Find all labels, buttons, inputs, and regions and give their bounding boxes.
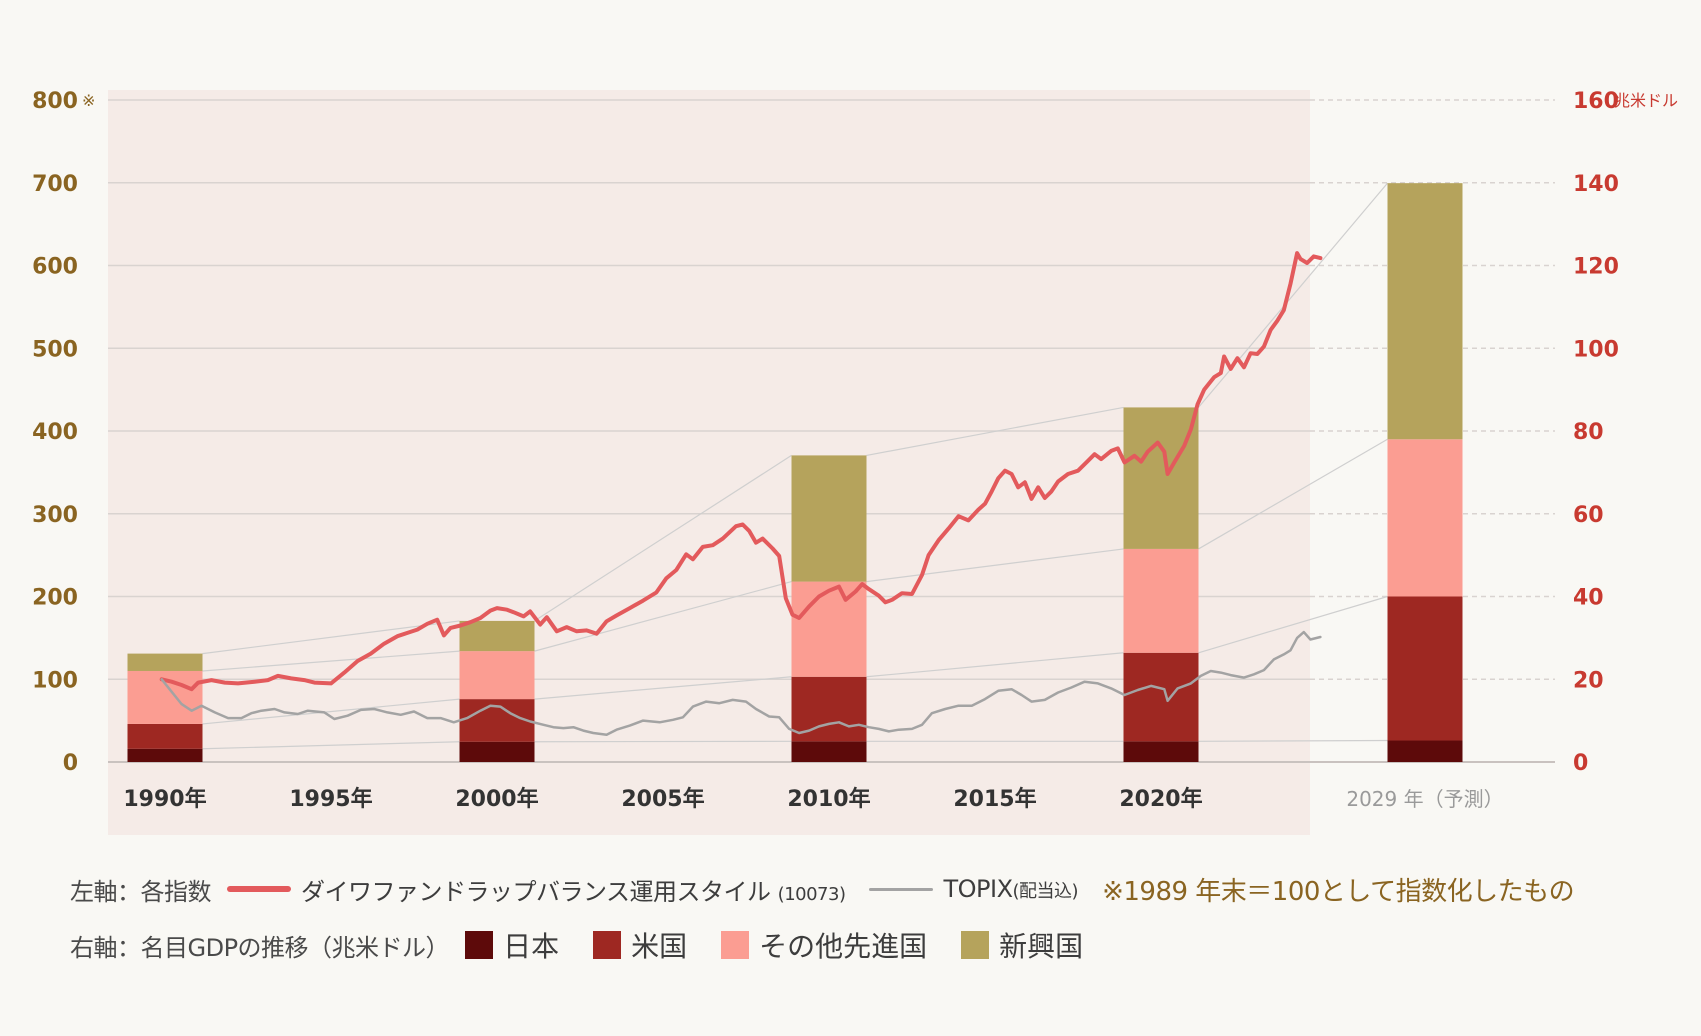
- gdp-bar-2029-新興国: [1387, 183, 1463, 440]
- left-axis-tick-label: 200: [32, 586, 78, 611]
- bar-connector-lines: [202, 182, 1388, 750]
- gdp-bar-2000-日本: [459, 741, 535, 762]
- connector-line: [1198, 595, 1388, 654]
- x-axis-tick-label: 2015年: [953, 786, 1036, 812]
- gdp-bar-1990-新興国: [127, 653, 203, 671]
- legend-us-label: 米国: [631, 930, 688, 963]
- gdp-bar-2029-米国: [1387, 596, 1463, 741]
- left-axis-tick-label: 400: [32, 420, 78, 445]
- gdp-bar-2020-米国: [1123, 652, 1199, 742]
- x-axis-tick-label: 2020年: [1119, 786, 1202, 812]
- right-axis-tick-label: 80: [1573, 420, 1604, 445]
- legend-row-right-axis: 右軸：名目GDPの推移（兆米ドル） 日本 米国 その他先進国 新興国: [70, 925, 1117, 965]
- legend-row-left-axis: 左軸：各指数 ダイワファンドラップバランス運用スタイル (10073) TOPI…: [70, 869, 1575, 909]
- connector-line: [866, 652, 1124, 678]
- right-axis-tick-label: 140: [1573, 172, 1619, 197]
- right-axis-tick-label: 100: [1573, 337, 1619, 362]
- gdp-bar-2029-日本: [1387, 740, 1463, 762]
- connector-line: [1198, 739, 1388, 742]
- connector-line: [202, 698, 460, 725]
- legend-daiwa-line-swatch: [227, 886, 291, 892]
- gdp-and-index-chart: 0 100 200 300 400 500 600 700 800 ※ 0 20 40 60 80 100 12…: [32, 89, 1678, 835]
- right-axis-tick-label: 40: [1573, 586, 1604, 611]
- left-axis-tick-label: 300: [32, 503, 78, 528]
- daiwa-fundwrap-line: [159, 251, 1323, 692]
- gdp-bar-2020-新興国: [1123, 407, 1199, 549]
- connector-line: [866, 406, 1124, 457]
- connector-line: [202, 741, 460, 750]
- legend-daiwa-code: (10073): [777, 883, 846, 905]
- right-axis-tick-label: 0: [1573, 751, 1588, 776]
- left-axis-note-mark: ※: [82, 91, 95, 110]
- x-axis-tick-label: 1995年: [289, 786, 372, 812]
- left-axis-tick-label: 600: [32, 255, 78, 280]
- left-axis-tick-label: 0: [63, 751, 78, 776]
- gdp-bar-2010-新興国: [791, 455, 867, 582]
- connector-line: [202, 650, 460, 672]
- x-axis-tick-label: 2005年: [621, 786, 704, 812]
- connector-line: [534, 581, 792, 652]
- x-axis-tick-label: 2010年: [787, 786, 870, 812]
- gdp-bar-2029-その他先進国: [1387, 439, 1463, 597]
- connector-line: [534, 454, 792, 622]
- x-axis-forecast-label: 2029 年（予測）: [1346, 787, 1503, 811]
- connector-line: [534, 676, 792, 700]
- right-axis-unit: 兆米ドル: [1614, 91, 1678, 110]
- connector-line: [866, 548, 1124, 583]
- gdp-bar-2020-日本: [1123, 741, 1199, 762]
- legend-emerging-label: 新興国: [999, 930, 1084, 963]
- gdp-bar-2010-その他先進国: [791, 581, 867, 677]
- left-axis-tick-label: 700: [32, 172, 78, 197]
- gdp-bar-2000-その他先進国: [459, 651, 535, 700]
- gdp-bar-2010-日本: [791, 741, 867, 762]
- x-axis-tick-label: 1990年: [123, 786, 206, 812]
- legend-japan-label: 日本: [503, 930, 560, 963]
- legend-us-swatch: [593, 931, 622, 959]
- gdp-bar-1990-米国: [127, 723, 203, 749]
- legend-japan-swatch: [465, 931, 494, 959]
- index-lines: [159, 251, 1323, 736]
- gdp-bar-2020-その他先進国: [1123, 548, 1199, 653]
- right-axis-tick-label: 60: [1573, 503, 1604, 528]
- connector-line: [1198, 438, 1388, 550]
- gdp-bar-1990-日本: [127, 748, 203, 762]
- legend-other-developed-swatch: [721, 931, 750, 959]
- gdp-bar-2000-新興国: [459, 620, 535, 652]
- legend-topix-suffix: (配当込): [1012, 881, 1079, 902]
- legend-topix-series: TOPIX(配当込): [943, 875, 1078, 903]
- legend-index-note: ※1989 年末＝100として指数化したもの: [1102, 876, 1575, 907]
- right-axis-tick-label: 20: [1573, 668, 1604, 693]
- right-axis-tick-label: 160: [1573, 89, 1619, 114]
- left-axis-tick-label: 500: [32, 337, 78, 362]
- legend-emerging-swatch: [961, 931, 990, 959]
- right-axis-tick-label: 120: [1573, 255, 1619, 280]
- left-axis-tick-label: 800: [32, 89, 78, 114]
- axis-labels: 0 100 200 300 400 500 600 700 800 ※ 0 20 40 60 80 100 12…: [32, 89, 1678, 812]
- x-axis-tick-label: 2000年: [455, 786, 538, 812]
- legend-topix-name: TOPIX: [943, 875, 1013, 903]
- connector-line: [202, 620, 460, 655]
- left-axis-tick-label: 100: [32, 668, 78, 693]
- legend-daiwa-name: ダイワファンドラップバランス運用スタイル: [301, 877, 771, 906]
- legend-other-developed-label: その他先進国: [759, 930, 928, 963]
- legend-daiwa-series: ダイワファンドラップバランス運用スタイル (10073): [301, 872, 846, 907]
- topix-line: [160, 630, 1322, 736]
- legend-left-axis-label: 左軸：各指数: [70, 877, 212, 906]
- legend-topix-line-swatch: [869, 887, 934, 891]
- legend-right-axis-label: 右軸：名目GDPの推移（兆米ドル）: [70, 933, 450, 962]
